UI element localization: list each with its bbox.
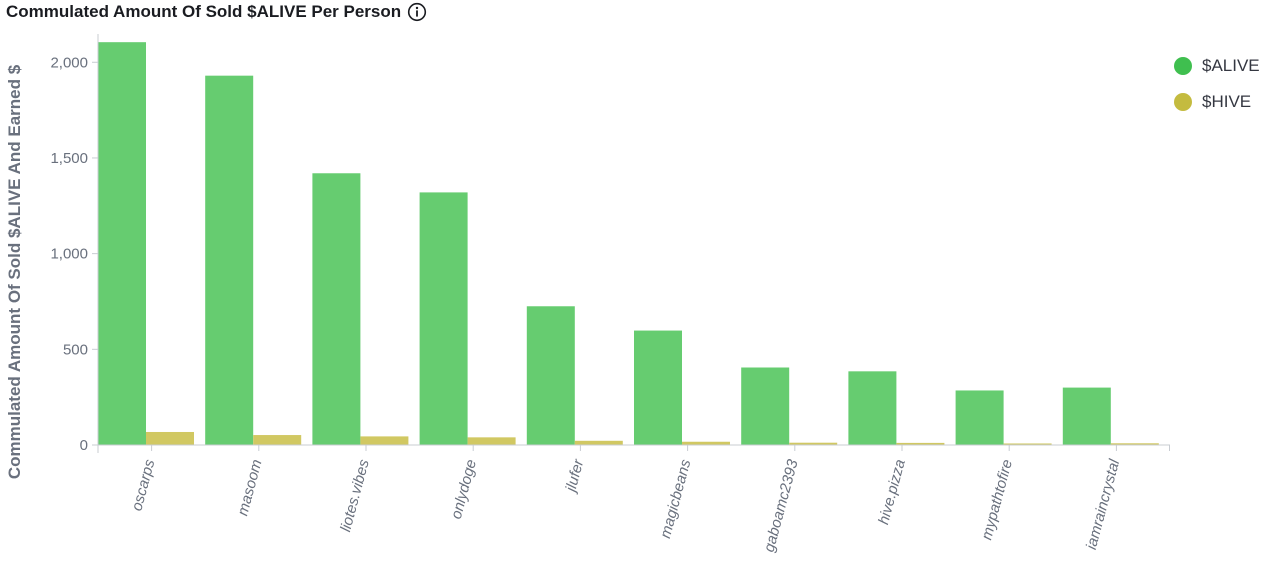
bar-hive-oscarps[interactable] xyxy=(146,431,194,445)
y-axis-title: Commulated Amount Of Sold $ALIVE And Ear… xyxy=(5,64,24,479)
bar-hive-jlufer[interactable] xyxy=(574,440,623,445)
x-tick-label: onlydoge xyxy=(448,458,480,521)
bar-alive-magicbeans[interactable] xyxy=(634,330,682,445)
bar-hive-iamraincrystal[interactable] xyxy=(1110,443,1159,445)
x-tick-label: iamraincrystal xyxy=(1083,457,1124,551)
info-icon[interactable] xyxy=(407,2,427,22)
x-tick-label: masoom xyxy=(234,458,265,518)
bar-alive-masoom[interactable] xyxy=(205,75,254,445)
bar-hive-masoom[interactable] xyxy=(253,435,302,445)
bar-alive-iamraincrystal[interactable] xyxy=(1062,387,1111,445)
bar-alive-jlufer[interactable] xyxy=(526,306,575,445)
bar-hive-liotes.vibes[interactable] xyxy=(360,436,409,445)
chart-legend: $ALIVE $HIVE xyxy=(1170,48,1280,120)
y-tick-label: 0 xyxy=(80,437,88,454)
bar-hive-magicbeans[interactable] xyxy=(682,441,730,445)
bar-hive-hive.pizza[interactable] xyxy=(896,442,945,445)
bar-alive-gaboamc2393[interactable] xyxy=(741,367,790,445)
legend-item-alive[interactable]: $ALIVE xyxy=(1170,48,1280,84)
x-tick-label: liotes.vibes xyxy=(337,457,373,534)
bar-alive-mypathtofire[interactable] xyxy=(955,390,1004,445)
x-tick-label: magicbeans xyxy=(657,457,694,540)
x-tick-label: jlufer xyxy=(562,457,588,496)
bar-hive-mypathtofire[interactable] xyxy=(1003,443,1052,445)
y-tick-label: 2,000 xyxy=(50,54,88,71)
legend-swatch xyxy=(1174,57,1192,75)
chart-header: Commulated Amount Of Sold $ALIVE Per Per… xyxy=(6,2,427,22)
x-tick-label: hive.pizza xyxy=(875,458,909,527)
bar-alive-oscarps[interactable] xyxy=(98,42,146,446)
bar-alive-onlydoge[interactable] xyxy=(419,192,468,445)
chart-title: Commulated Amount Of Sold $ALIVE Per Per… xyxy=(6,2,402,21)
bar-chart: Commulated Amount Of Sold $ALIVE And Ear… xyxy=(5,34,1170,554)
bar-hive-onlydoge[interactable] xyxy=(467,437,516,445)
info-icon-graphic xyxy=(408,2,427,22)
legend-swatch xyxy=(1174,93,1192,111)
legend-item-hive[interactable]: $HIVE xyxy=(1170,84,1280,120)
y-tick-label: 1,000 xyxy=(50,246,88,263)
x-tick-label: mypathtofire xyxy=(978,458,1016,542)
y-tick-label: 1,500 xyxy=(50,150,88,167)
x-tick-label: oscarps xyxy=(128,457,158,513)
x-tick-label: gaboamc2393 xyxy=(761,457,802,554)
bar-alive-hive.pizza[interactable] xyxy=(848,371,897,445)
bar-hive-gaboamc2393[interactable] xyxy=(789,442,838,445)
legend-label: $HIVE xyxy=(1202,92,1252,111)
y-tick-label: 500 xyxy=(63,341,88,358)
bar-alive-liotes.vibes[interactable] xyxy=(312,173,361,445)
legend-label: $ALIVE xyxy=(1202,56,1260,75)
